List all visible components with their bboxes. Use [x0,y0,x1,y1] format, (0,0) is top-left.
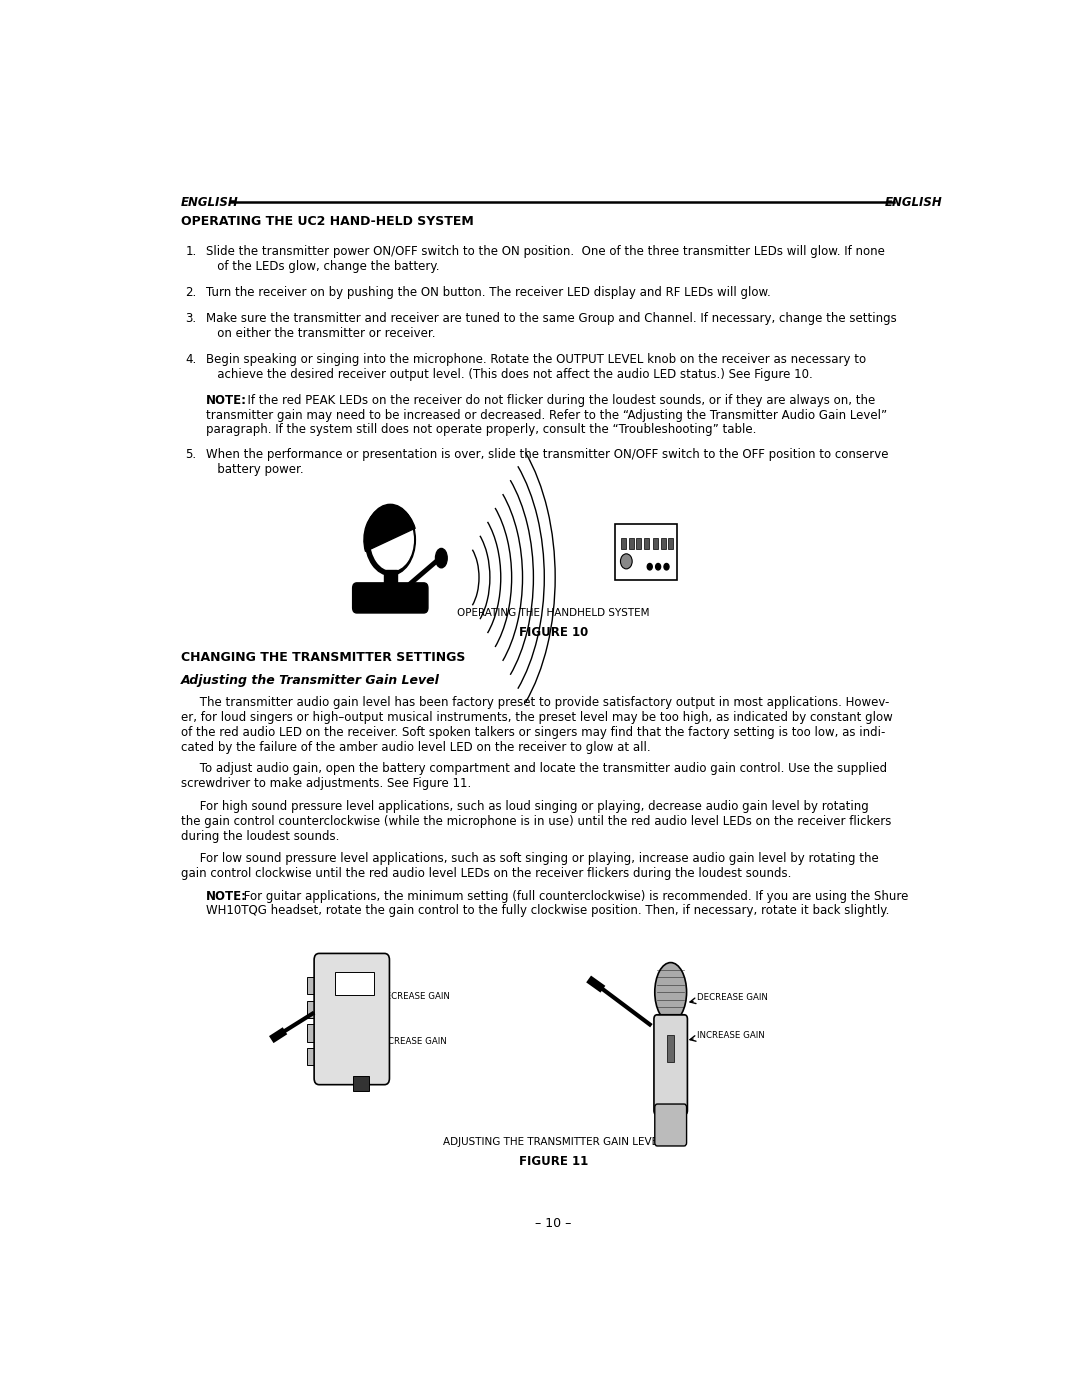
Text: ADJUSTING THE TRANSMITTER GAIN LEVEL: ADJUSTING THE TRANSMITTER GAIN LEVEL [443,1137,664,1147]
Text: Make sure the transmitter and receiver are tuned to the same Group and Channel. : Make sure the transmitter and receiver a… [206,313,896,341]
FancyBboxPatch shape [654,1104,687,1146]
Circle shape [656,563,661,570]
Text: OPERATING THE UC2 HAND-HELD SYSTEM: OPERATING THE UC2 HAND-HELD SYSTEM [181,215,474,228]
Text: To adjust audio gain, open the battery compartment and locate the transmitter au: To adjust audio gain, open the battery c… [181,763,887,791]
FancyBboxPatch shape [335,972,375,996]
Text: ENGLISH: ENGLISH [885,196,943,208]
Bar [352,1076,369,1091]
Bar [629,538,634,549]
Text: For guitar applications, the minimum setting (full counterclockwise) is recommen: For guitar applications, the minimum set… [240,890,908,902]
Bar [621,538,626,549]
FancyBboxPatch shape [615,524,676,580]
FancyBboxPatch shape [653,1014,688,1115]
Ellipse shape [435,549,447,567]
Text: paragraph. If the system still does not operate properly, consult the “Troublesh: paragraph. If the system still does not … [206,423,756,436]
Text: DECREASE GAIN: DECREASE GAIN [379,992,450,1002]
Text: NOTE:: NOTE: [206,394,247,407]
Wedge shape [364,506,415,552]
Text: Begin speaking or singing into the microphone. Rotate the OUTPUT LEVEL knob on t: Begin speaking or singing into the micro… [206,353,866,381]
Circle shape [664,563,669,570]
Ellipse shape [370,509,414,570]
Text: OPERATING THE  HANDHELD SYSTEM: OPERATING THE HANDHELD SYSTEM [457,608,650,617]
Text: FIGURE 10: FIGURE 10 [518,626,589,638]
Text: For high sound pressure level applications, such as loud singing or playing, dec: For high sound pressure level applicatio… [181,800,891,844]
Text: 3.: 3. [186,313,197,326]
Text: 1.: 1. [186,244,197,258]
Text: – 10 –: – 10 – [536,1217,571,1231]
Ellipse shape [365,504,416,576]
Text: INCREASE GAIN: INCREASE GAIN [379,1037,447,1046]
Text: For low sound pressure level applications, such as soft singing or playing, incr: For low sound pressure level application… [181,852,879,880]
Bar [307,1048,319,1066]
Ellipse shape [654,963,687,1021]
Text: WH10TQG headset, rotate the gain control to the fully clockwise position. Then, : WH10TQG headset, rotate the gain control… [206,904,890,918]
Text: transmitter gain may need to be increased or decreased. Refer to the “Adjusting : transmitter gain may need to be increase… [206,408,888,422]
Bar [307,1024,319,1042]
Text: CHANGING THE TRANSMITTER SETTINGS: CHANGING THE TRANSMITTER SETTINGS [181,651,465,664]
Text: Turn the receiver on by pushing the ON button. The receiver LED display and RF L: Turn the receiver on by pushing the ON b… [206,286,771,299]
Text: Adjusting the Transmitter Gain Level: Adjusting the Transmitter Gain Level [181,675,440,687]
Circle shape [620,553,632,569]
Bar [661,538,666,549]
Text: INCREASE GAIN: INCREASE GAIN [698,1031,766,1039]
Circle shape [647,563,652,570]
FancyBboxPatch shape [383,570,397,597]
Bar [669,538,673,549]
Text: 2.: 2. [186,286,197,299]
Text: The transmitter audio gain level has been factory preset to provide satisfactory: The transmitter audio gain level has bee… [181,696,893,754]
Bar [667,1035,674,1062]
Bar [307,977,319,995]
Text: 4.: 4. [186,353,197,366]
FancyBboxPatch shape [314,953,390,1084]
Text: NOTE:: NOTE: [206,890,247,902]
Bar [307,1000,319,1018]
Text: DECREASE GAIN: DECREASE GAIN [698,993,768,1002]
Bar [644,538,649,549]
Text: Slide the transmitter power ON/OFF switch to the ON position.  One of the three : Slide the transmitter power ON/OFF switc… [206,244,885,272]
Text: If the red PEAK LEDs on the receiver do not flicker during the loudest sounds, o: If the red PEAK LEDs on the receiver do … [240,394,875,407]
FancyBboxPatch shape [353,583,428,613]
Bar [653,538,658,549]
Text: When the performance or presentation is over, slide the transmitter ON/OFF switc: When the performance or presentation is … [206,448,889,476]
Text: 5.: 5. [186,448,197,461]
Text: FIGURE 11: FIGURE 11 [518,1154,589,1168]
Bar [636,538,642,549]
Text: ENGLISH: ENGLISH [181,196,239,208]
